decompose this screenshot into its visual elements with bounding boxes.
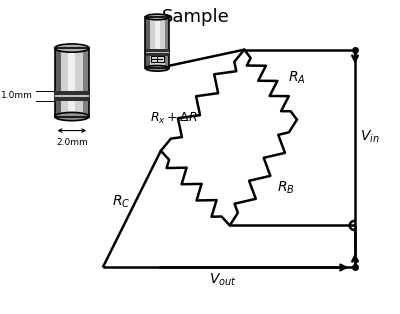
Bar bbox=[68, 48, 75, 116]
Bar bbox=[146, 17, 169, 68]
Text: $R_x+\Delta R$: $R_x+\Delta R$ bbox=[150, 111, 198, 126]
Bar bbox=[165, 17, 169, 68]
Ellipse shape bbox=[146, 14, 169, 20]
Bar bbox=[55, 48, 61, 116]
Bar bbox=[55, 48, 89, 116]
Text: $R_C$: $R_C$ bbox=[112, 194, 130, 210]
Text: $V_{in}$: $V_{in}$ bbox=[360, 128, 380, 145]
Ellipse shape bbox=[55, 44, 89, 52]
Bar bbox=[155, 17, 160, 68]
Bar bbox=[146, 17, 169, 68]
Bar bbox=[55, 95, 89, 97]
Bar bbox=[55, 48, 89, 116]
Text: $R_A$: $R_A$ bbox=[288, 69, 306, 86]
Text: Sample: Sample bbox=[162, 8, 229, 26]
Bar bbox=[55, 90, 89, 101]
Text: 2.0mm: 2.0mm bbox=[56, 138, 88, 147]
Bar bbox=[83, 48, 89, 116]
Bar bbox=[151, 56, 164, 62]
Ellipse shape bbox=[55, 112, 89, 121]
Text: $V_{out}$: $V_{out}$ bbox=[209, 272, 236, 288]
Bar bbox=[146, 49, 169, 57]
Bar bbox=[146, 52, 169, 53]
Ellipse shape bbox=[146, 66, 169, 71]
Text: 1.0mm: 1.0mm bbox=[1, 91, 33, 100]
Text: $R_B$: $R_B$ bbox=[277, 180, 295, 196]
Bar bbox=[146, 17, 150, 68]
